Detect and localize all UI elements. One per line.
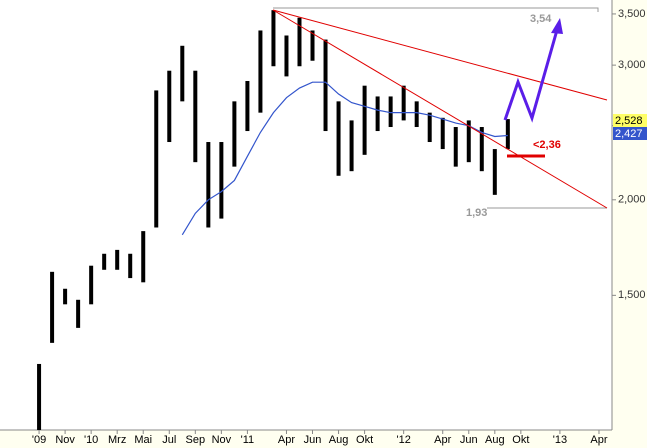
x-tick-label: '10 — [84, 434, 98, 446]
price-bar — [388, 96, 393, 128]
average-label: 2,427 — [615, 128, 643, 140]
annotation: 3,54 — [530, 13, 552, 25]
x-tick-label: Nov — [212, 434, 232, 446]
price-bar — [297, 17, 302, 67]
x-tick-label: Okt — [512, 434, 529, 446]
price-bar — [466, 120, 471, 163]
x-tick-label: Jun — [304, 434, 322, 446]
x-tick-label: '13 — [553, 434, 567, 446]
y-tick-label: 1,500 — [618, 289, 646, 301]
price-bar — [362, 85, 367, 155]
price-bar — [76, 299, 81, 328]
price-bar — [505, 119, 510, 150]
price-bar — [219, 142, 224, 219]
x-tick-label: Jul — [162, 434, 176, 446]
price-label: 2,528 — [615, 115, 643, 127]
price-bar — [37, 363, 42, 430]
y-tick-label: 2,000 — [618, 194, 646, 206]
x-tick-label: Aug — [485, 434, 505, 446]
price-bar — [258, 30, 263, 113]
x-tick-label: Nov — [55, 434, 75, 446]
price-bar — [245, 81, 250, 132]
price-bar — [492, 149, 497, 195]
price-bar — [206, 142, 211, 228]
y-tick-label: 3,500 — [618, 8, 646, 20]
moving-average-line — [181, 81, 508, 236]
marks — [37, 10, 510, 430]
price-bar — [323, 39, 328, 132]
price-bar — [414, 101, 419, 128]
high-line — [273, 7, 599, 12]
x-tick-label: Aug — [329, 434, 349, 446]
price-bar — [349, 120, 354, 172]
annotation: <2,36 — [533, 139, 561, 151]
price-bar — [427, 112, 432, 143]
price-bar — [401, 85, 406, 121]
price-bar — [193, 70, 198, 163]
price-bar — [453, 127, 458, 167]
x-tick-label: Apr — [590, 434, 607, 446]
x-tick-label: '11 — [241, 434, 255, 446]
price-bar — [440, 117, 445, 150]
x-tick-label: Mrz — [108, 434, 126, 446]
price-bar — [167, 70, 172, 143]
price-bar — [479, 127, 484, 172]
price-bar — [128, 253, 133, 279]
forecast-arrow — [503, 29, 559, 123]
price-bar — [336, 101, 341, 176]
price-bar — [232, 101, 237, 167]
trend-line — [272, 9, 608, 101]
plot-area — [0, 0, 612, 430]
y-tick-label: 3,000 — [618, 59, 646, 71]
price-bar — [89, 265, 94, 305]
price-label-box — [613, 114, 647, 127]
price-bar — [271, 10, 276, 67]
x-tick-label: '12 — [396, 434, 410, 446]
x-tick-label: Apr — [434, 434, 451, 446]
x-tick-label: Sep — [186, 434, 206, 446]
price-bar — [284, 35, 289, 77]
price-bar — [154, 90, 159, 228]
price-bar — [115, 249, 120, 270]
price-bar — [141, 231, 146, 283]
price-bar — [310, 30, 315, 61]
price-bar — [63, 288, 68, 305]
axis: 1,5002,0002,5003,0003,500'09Nov'10MrzMai… — [32, 8, 646, 446]
x-tick-label: '09 — [32, 434, 46, 446]
x-tick-label: Mai — [134, 434, 152, 446]
price-bar — [375, 96, 380, 132]
trend-line — [272, 9, 608, 209]
price-bar — [50, 271, 55, 343]
annotation: 1,93 — [466, 207, 487, 219]
price-bar — [180, 45, 185, 102]
arrow-head — [551, 18, 563, 34]
average-label-box — [613, 127, 647, 140]
x-tick-label: Apr — [278, 434, 295, 446]
x-tick-label: Jun — [460, 434, 478, 446]
x-tick-label: Okt — [356, 434, 373, 446]
price-bar — [102, 253, 107, 270]
